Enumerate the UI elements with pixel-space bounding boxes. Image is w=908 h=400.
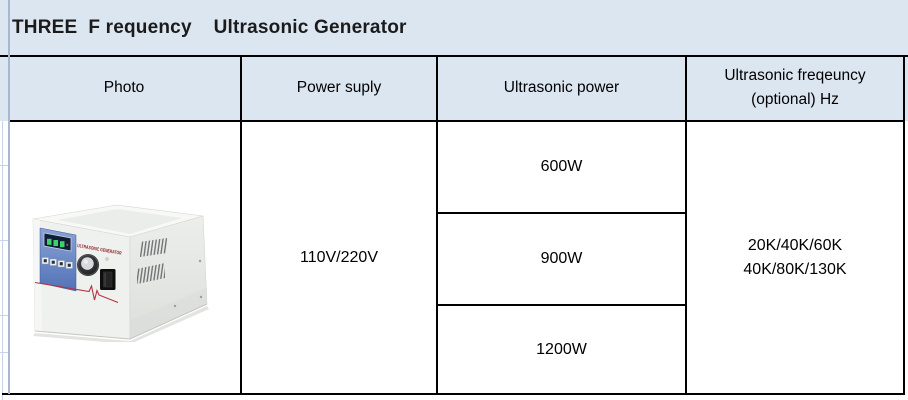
device-top-shading bbox=[58, 209, 182, 234]
power-option: 600W bbox=[540, 157, 583, 175]
panel-button-glyph bbox=[59, 262, 63, 266]
photo-cell: ULTRASONIC GENERATOR bbox=[8, 121, 240, 394]
border-row-600-900 bbox=[437, 212, 687, 214]
border-header-bottom bbox=[8, 120, 905, 122]
power-knob-cap bbox=[81, 257, 94, 270]
header-band-background bbox=[0, 0, 908, 121]
power-option: 1200W bbox=[536, 340, 587, 358]
margin-gridline-tick bbox=[0, 240, 8, 241]
panel-buttons bbox=[41, 257, 73, 269]
display-indicator bbox=[66, 243, 69, 246]
cell-frequency-options: 20K/40K/60K 40K/80K/130K bbox=[687, 121, 903, 394]
frequency-options-line1: 20K/40K/60K bbox=[747, 236, 843, 254]
header-label-ultrasonic-power: Ultrasonic power bbox=[503, 79, 620, 96]
cell-power-600: 600W bbox=[438, 121, 685, 212]
vent-grille-upper bbox=[140, 238, 167, 257]
margin-gridline-tick bbox=[0, 165, 8, 166]
display-digit bbox=[60, 241, 65, 248]
screw bbox=[198, 259, 202, 263]
border-table-left bbox=[8, 0, 10, 394]
generator-photo: ULTRASONIC GENERATOR bbox=[32, 204, 209, 342]
cell-power-900: 900W bbox=[438, 213, 685, 304]
header-label-power-supply: Power suply bbox=[296, 79, 382, 96]
border-row-900-1200 bbox=[437, 304, 687, 306]
power-knob-highlight bbox=[83, 259, 88, 264]
border-col-1 bbox=[240, 55, 242, 395]
cell-power-supply-value: 110V/220V bbox=[242, 121, 436, 394]
header-cell-ultrasonic-power: Ultrasonic power bbox=[438, 56, 685, 120]
panel-button-glyph bbox=[67, 263, 71, 267]
panel-button-glyph bbox=[43, 259, 47, 263]
ecg-stripe bbox=[34, 281, 119, 304]
border-title-bottom bbox=[0, 55, 908, 57]
border-table-right bbox=[903, 55, 905, 395]
device-side-lower-shade bbox=[130, 288, 207, 339]
margin-gridline-tick bbox=[0, 352, 8, 353]
margin-gridline-tick bbox=[0, 315, 8, 316]
power-knob-ring bbox=[77, 254, 99, 276]
screw bbox=[173, 304, 177, 308]
header-cell-frequency: Ultrasonic freqeuncy (optional) Hz bbox=[687, 56, 903, 120]
power-option: 900W bbox=[540, 249, 583, 267]
header-label-frequency-line1: Ultrasonic freqeuncy bbox=[724, 67, 866, 84]
display-digit bbox=[47, 238, 52, 245]
device-bottom-edge bbox=[34, 303, 208, 340]
cell-power-1200: 1200W bbox=[438, 305, 685, 394]
display-digit bbox=[53, 240, 58, 246]
border-col-2 bbox=[436, 55, 438, 395]
power-switch-glint bbox=[104, 273, 106, 286]
border-col-3 bbox=[685, 55, 687, 395]
margin-gridline-vertical bbox=[2, 121, 3, 400]
header-label-photo: Photo bbox=[103, 79, 145, 96]
page-title: THREE F requency Ultrasonic Generator bbox=[12, 16, 407, 38]
header-cell-power-supply: Power suply bbox=[242, 56, 436, 120]
header-label-frequency-line2: (optional) Hz bbox=[751, 91, 839, 108]
screw bbox=[199, 295, 203, 299]
power-switch-rocker bbox=[103, 271, 113, 288]
vent-grille-lower bbox=[137, 263, 165, 284]
screw bbox=[105, 257, 109, 261]
header-cell-photo: Photo bbox=[8, 56, 240, 120]
device-shadow bbox=[33, 306, 209, 342]
border-table-bottom bbox=[2, 393, 905, 395]
panel-button-glyph bbox=[51, 260, 55, 264]
frequency-options-line2: 40K/80K/130K bbox=[743, 260, 847, 278]
power-supply-value: 110V/220V bbox=[300, 248, 378, 266]
